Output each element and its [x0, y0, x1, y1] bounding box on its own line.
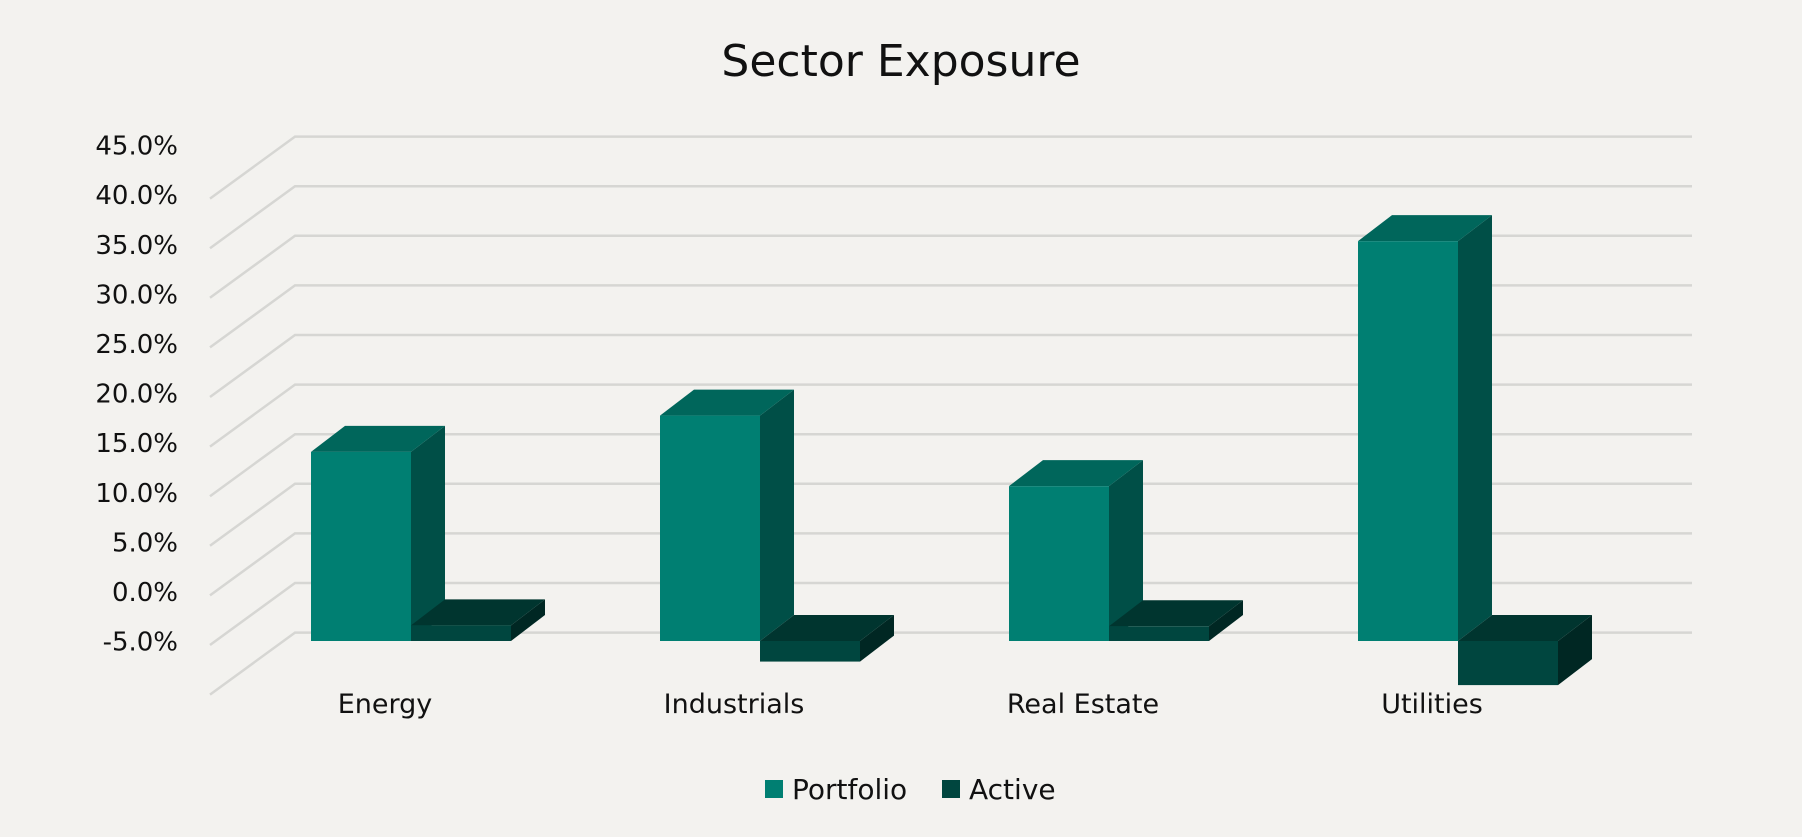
- legend-label-active: Active: [969, 773, 1056, 806]
- bar-side-face: [1458, 215, 1492, 641]
- legend: Portfolio Active: [765, 773, 1056, 806]
- y-tick-label: 10.0%: [95, 479, 178, 509]
- bar-side-face: [1109, 460, 1143, 641]
- bar-front-face: [1458, 641, 1558, 686]
- bar-front-face: [1009, 486, 1109, 641]
- gridline: [209, 284, 1692, 349]
- y-axis-ticks: -5.0% 0.0% 5.0% 10.0% 15.0% 20.0% 25.0% 30.0% 35…: [95, 132, 178, 658]
- bar-front-face: [1109, 626, 1209, 641]
- bar-top-face: [311, 425, 445, 452]
- x-category-label: Utilities: [1381, 689, 1483, 720]
- bar-active-industrials: [760, 615, 894, 662]
- bars: [311, 215, 1592, 686]
- bar-side-face: [1209, 600, 1243, 641]
- legend-swatch-portfolio: [765, 780, 783, 798]
- gridline: [209, 482, 1692, 547]
- gridline: [209, 532, 1692, 597]
- chart-title: Sector Exposure: [721, 36, 1080, 87]
- bar-portfolio-energy: [311, 425, 445, 641]
- y-tick-label: 35.0%: [95, 231, 178, 261]
- x-axis-categories: Energy Industrials Real Estate Utilities: [338, 689, 1483, 720]
- bar-top-face: [760, 615, 894, 641]
- bar-portfolio-real-estate: [1009, 460, 1143, 641]
- bar-top-face: [1009, 460, 1143, 487]
- bar-side-face: [1558, 615, 1592, 686]
- gridline: [209, 234, 1692, 299]
- gridline: [209, 184, 1692, 250]
- x-category-label: Real Estate: [1007, 689, 1159, 720]
- gridline: [209, 432, 1692, 498]
- bar-active-real-estate: [1109, 600, 1243, 641]
- y-tick-label: 30.0%: [95, 280, 178, 310]
- y-tick-label: 20.0%: [95, 380, 178, 410]
- gridlines: [209, 135, 1692, 696]
- bar-top-face: [660, 389, 794, 416]
- bar-side-face: [511, 599, 545, 641]
- bar-active-energy: [411, 599, 545, 641]
- bar-portfolio-industrials: [660, 389, 794, 641]
- y-tick-label: 0.0%: [112, 578, 178, 608]
- y-tick-label: 5.0%: [112, 528, 178, 558]
- y-tick-label: 40.0%: [95, 181, 178, 211]
- gridline: [209, 383, 1692, 448]
- gridline: [209, 581, 1692, 647]
- bar-portfolio-utilities: [1358, 215, 1492, 641]
- bar-top-face: [1358, 215, 1492, 242]
- y-tick-label: 45.0%: [95, 132, 178, 162]
- bar-top-face: [1458, 615, 1592, 641]
- gridline: [209, 333, 1692, 399]
- bar-active-utilities: [1458, 615, 1592, 686]
- bar-front-face: [1358, 241, 1458, 641]
- legend-swatch-active: [942, 780, 960, 798]
- bar-front-face: [660, 415, 760, 641]
- x-category-label: Industrials: [664, 689, 805, 720]
- bar-front-face: [760, 641, 860, 662]
- bar-side-face: [411, 425, 445, 641]
- y-tick-label: 15.0%: [95, 429, 178, 459]
- bar-top-face: [411, 599, 545, 626]
- bar-front-face: [411, 625, 511, 641]
- gridline: [209, 135, 1692, 200]
- legend-label-portfolio: Portfolio: [792, 773, 907, 806]
- bar-side-face: [860, 615, 894, 662]
- bar-side-face: [760, 389, 794, 641]
- bar-top-face: [1109, 600, 1243, 627]
- x-category-label: Energy: [338, 689, 433, 720]
- gridline: [209, 631, 1692, 696]
- y-tick-label: -5.0%: [103, 628, 178, 658]
- bar-front-face: [311, 451, 411, 641]
- y-tick-label: 25.0%: [95, 330, 178, 360]
